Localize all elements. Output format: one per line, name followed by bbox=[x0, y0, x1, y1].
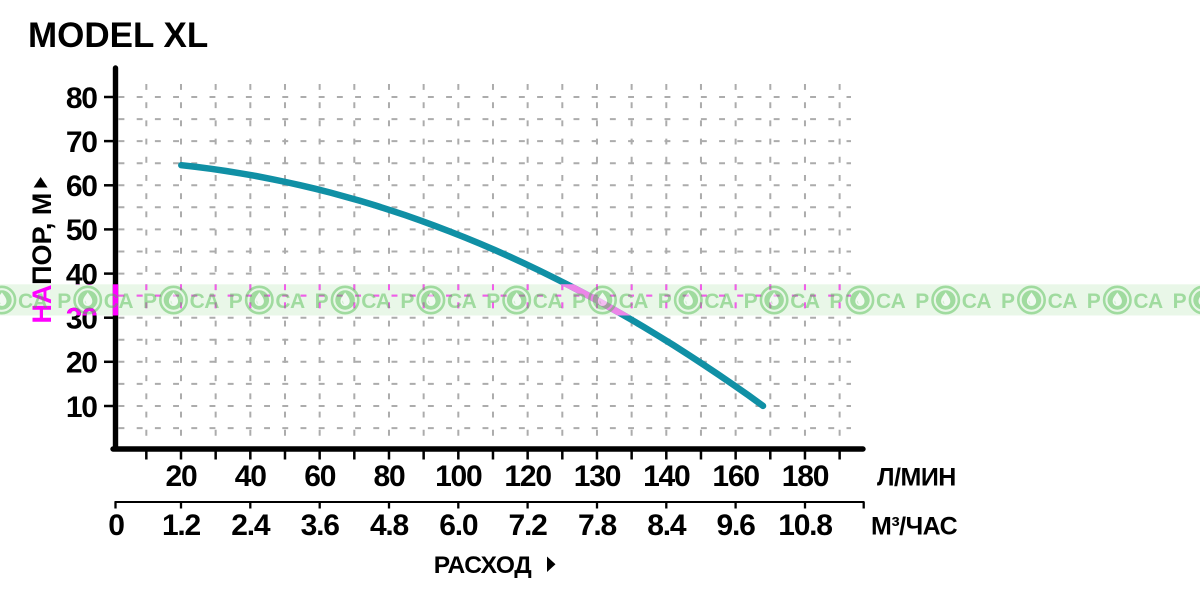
svg-text:160: 160 bbox=[712, 460, 759, 493]
svg-text:Р: Р bbox=[400, 290, 414, 313]
svg-text:РАСХОД: РАСХОД bbox=[434, 552, 532, 579]
svg-text:1.2: 1.2 bbox=[162, 509, 201, 542]
svg-text:8.4: 8.4 bbox=[647, 509, 687, 542]
svg-text:Р: Р bbox=[57, 290, 71, 313]
svg-text:Р: Р bbox=[143, 290, 157, 313]
svg-text:Р: Р bbox=[829, 290, 843, 313]
svg-text:7.2: 7.2 bbox=[509, 509, 548, 542]
svg-text:СА: СА bbox=[275, 290, 305, 313]
svg-text:MODEL XL: MODEL XL bbox=[28, 16, 208, 55]
svg-text:СА: СА bbox=[533, 290, 563, 313]
svg-text:20: 20 bbox=[66, 347, 97, 380]
svg-text:3.6: 3.6 bbox=[301, 509, 340, 542]
svg-text:СА: СА bbox=[1133, 290, 1163, 313]
svg-text:Р: Р bbox=[1173, 290, 1187, 313]
svg-text:50: 50 bbox=[66, 214, 97, 247]
svg-text:СА: СА bbox=[876, 290, 906, 313]
svg-text:120: 120 bbox=[504, 460, 551, 493]
svg-text:100: 100 bbox=[435, 460, 482, 493]
svg-text:Р: Р bbox=[486, 290, 500, 313]
svg-text:0: 0 bbox=[108, 509, 124, 542]
svg-text:60: 60 bbox=[66, 170, 97, 203]
svg-text:СА: СА bbox=[790, 290, 820, 313]
svg-text:Р: Р bbox=[744, 290, 758, 313]
svg-text:70: 70 bbox=[66, 126, 97, 159]
svg-text:40: 40 bbox=[66, 258, 97, 291]
svg-text:СА: СА bbox=[361, 290, 391, 313]
svg-text:СА: СА bbox=[104, 290, 134, 313]
svg-text:СА: СА bbox=[190, 290, 220, 313]
svg-text:Р: Р bbox=[315, 290, 329, 313]
svg-text:СА: СА bbox=[962, 290, 992, 313]
svg-text:СА: СА bbox=[18, 290, 48, 313]
svg-text:140: 140 bbox=[643, 460, 690, 493]
svg-text:СА: СА bbox=[1048, 290, 1078, 313]
svg-text:4.8: 4.8 bbox=[370, 509, 409, 542]
svg-text:20: 20 bbox=[166, 460, 197, 493]
svg-text:9.6: 9.6 bbox=[717, 509, 756, 542]
svg-text:30: 30 bbox=[66, 303, 97, 336]
svg-text:М³/ЧАС: М³/ЧАС bbox=[871, 513, 958, 541]
svg-text:130: 130 bbox=[574, 460, 621, 493]
svg-text:СА: СА bbox=[704, 290, 734, 313]
svg-text:180: 180 bbox=[782, 460, 829, 493]
svg-text:Л/МИН: Л/МИН bbox=[877, 464, 956, 492]
svg-text:10: 10 bbox=[66, 391, 97, 424]
svg-text:10.8: 10.8 bbox=[778, 509, 832, 542]
svg-text:40: 40 bbox=[235, 460, 266, 493]
svg-text:Р: Р bbox=[1001, 290, 1015, 313]
svg-text:40: 40 bbox=[66, 258, 97, 291]
svg-text:7.8: 7.8 bbox=[578, 509, 617, 542]
svg-text:СА: СА bbox=[447, 290, 477, 313]
svg-text:30: 30 bbox=[66, 303, 97, 336]
svg-text:Р: Р bbox=[915, 290, 929, 313]
svg-text:2.4: 2.4 bbox=[231, 509, 271, 542]
svg-text:Р: Р bbox=[658, 290, 672, 313]
svg-text:СА: СА bbox=[619, 290, 649, 313]
svg-text:Р: Р bbox=[572, 290, 586, 313]
svg-text:80: 80 bbox=[66, 82, 97, 115]
svg-text:60: 60 bbox=[304, 460, 335, 493]
svg-text:Р: Р bbox=[229, 290, 243, 313]
svg-text:80: 80 bbox=[374, 460, 405, 493]
svg-text:Р: Р bbox=[1087, 290, 1101, 313]
svg-text:НАПОР, М: НАПОР, М bbox=[27, 193, 57, 324]
svg-text:6.0: 6.0 bbox=[439, 509, 478, 542]
